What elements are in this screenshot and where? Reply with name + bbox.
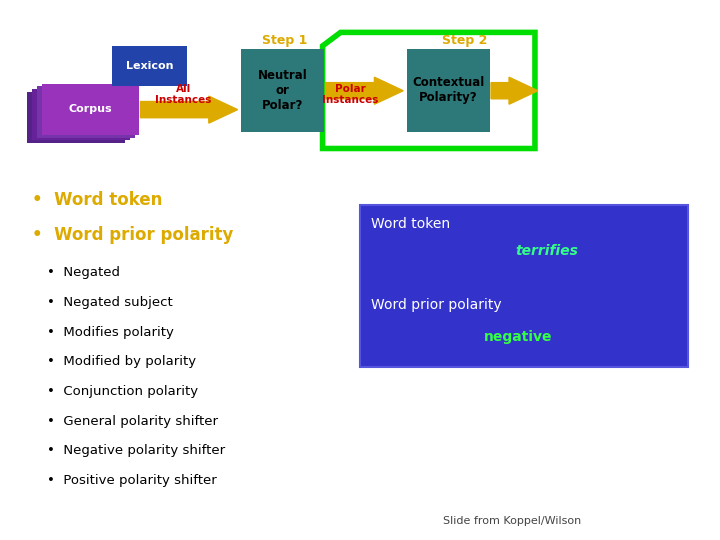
Text: •  General polarity shifter: • General polarity shifter	[47, 415, 218, 428]
Text: •  Modifies polarity: • Modifies polarity	[47, 326, 174, 339]
Text: •  Positive polarity shifter: • Positive polarity shifter	[47, 474, 217, 487]
FancyBboxPatch shape	[112, 46, 187, 86]
FancyBboxPatch shape	[360, 205, 688, 367]
Text: Neutral
or
Polar?: Neutral or Polar?	[258, 69, 307, 112]
Text: •  Word prior polarity: • Word prior polarity	[32, 226, 234, 244]
Text: •  Modified by polarity: • Modified by polarity	[47, 355, 196, 368]
Text: Word prior polarity: Word prior polarity	[371, 298, 501, 312]
Text: Step 1: Step 1	[261, 34, 307, 47]
Text: negative: negative	[484, 330, 553, 345]
FancyBboxPatch shape	[407, 49, 490, 132]
FancyBboxPatch shape	[27, 92, 125, 143]
Text: •  Negative polarity shifter: • Negative polarity shifter	[47, 444, 225, 457]
Text: Corpus: Corpus	[68, 104, 112, 114]
FancyBboxPatch shape	[42, 84, 139, 135]
Text: Step 2: Step 2	[441, 34, 487, 47]
Text: Polar
Instances: Polar Instances	[323, 84, 379, 105]
Polygon shape	[325, 77, 403, 104]
Polygon shape	[140, 96, 238, 123]
Text: Lexicon: Lexicon	[126, 61, 173, 71]
FancyBboxPatch shape	[37, 86, 135, 138]
FancyBboxPatch shape	[241, 49, 324, 132]
Text: •  Negated subject: • Negated subject	[47, 296, 173, 309]
Text: •  Conjunction polarity: • Conjunction polarity	[47, 385, 198, 398]
Text: All
Instances: All Instances	[156, 84, 212, 105]
Text: terrifies: terrifies	[516, 244, 579, 258]
Polygon shape	[491, 77, 538, 104]
Text: Slide from Koppel/Wilson: Slide from Koppel/Wilson	[443, 516, 581, 526]
Text: Contextual
Polarity?: Contextual Polarity?	[412, 77, 485, 104]
FancyBboxPatch shape	[32, 89, 130, 140]
Text: Word token: Word token	[371, 217, 450, 231]
Text: •  Negated: • Negated	[47, 266, 120, 279]
Text: •  Word token: • Word token	[32, 191, 163, 209]
